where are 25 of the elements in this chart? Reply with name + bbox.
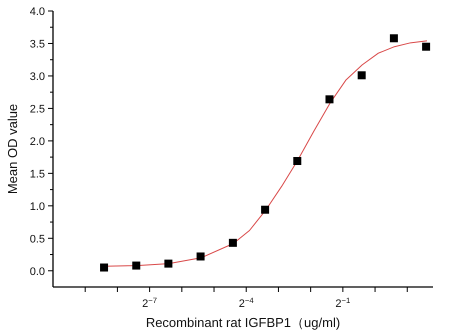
point	[422, 42, 430, 51]
point	[358, 71, 366, 80]
y-tick-label: 0.5	[30, 233, 45, 246]
y-tick-label: 1.0	[30, 200, 45, 213]
point	[325, 95, 334, 104]
x-tick-label: 2$^{−4}$	[238, 296, 254, 310]
x-tick-label: 2$^{−1}$	[335, 296, 350, 310]
point	[390, 34, 398, 42]
y-tick-label: 2.5	[30, 103, 45, 116]
y-tick-label: 4.0	[30, 6, 45, 18]
point	[164, 260, 172, 268]
y-axis-title: Mean OD value	[5, 104, 20, 194]
point	[228, 238, 237, 247]
point	[293, 157, 302, 166]
y-tick-label: 0.0	[30, 266, 45, 278]
x-axis-title: Recombinant rat IGFBP1（ug/ml)	[146, 315, 340, 330]
y-tick-label: 3.0	[30, 70, 45, 83]
point	[261, 206, 270, 214]
point	[196, 252, 205, 260]
y-tick-label: 2.0	[30, 136, 45, 148]
point	[132, 262, 140, 270]
point	[100, 264, 108, 272]
x-tick-label: 2$^{−7}$	[142, 296, 158, 310]
y-tick-label: 1.5	[30, 168, 45, 180]
y-tick-label: 3.5	[30, 38, 45, 50]
